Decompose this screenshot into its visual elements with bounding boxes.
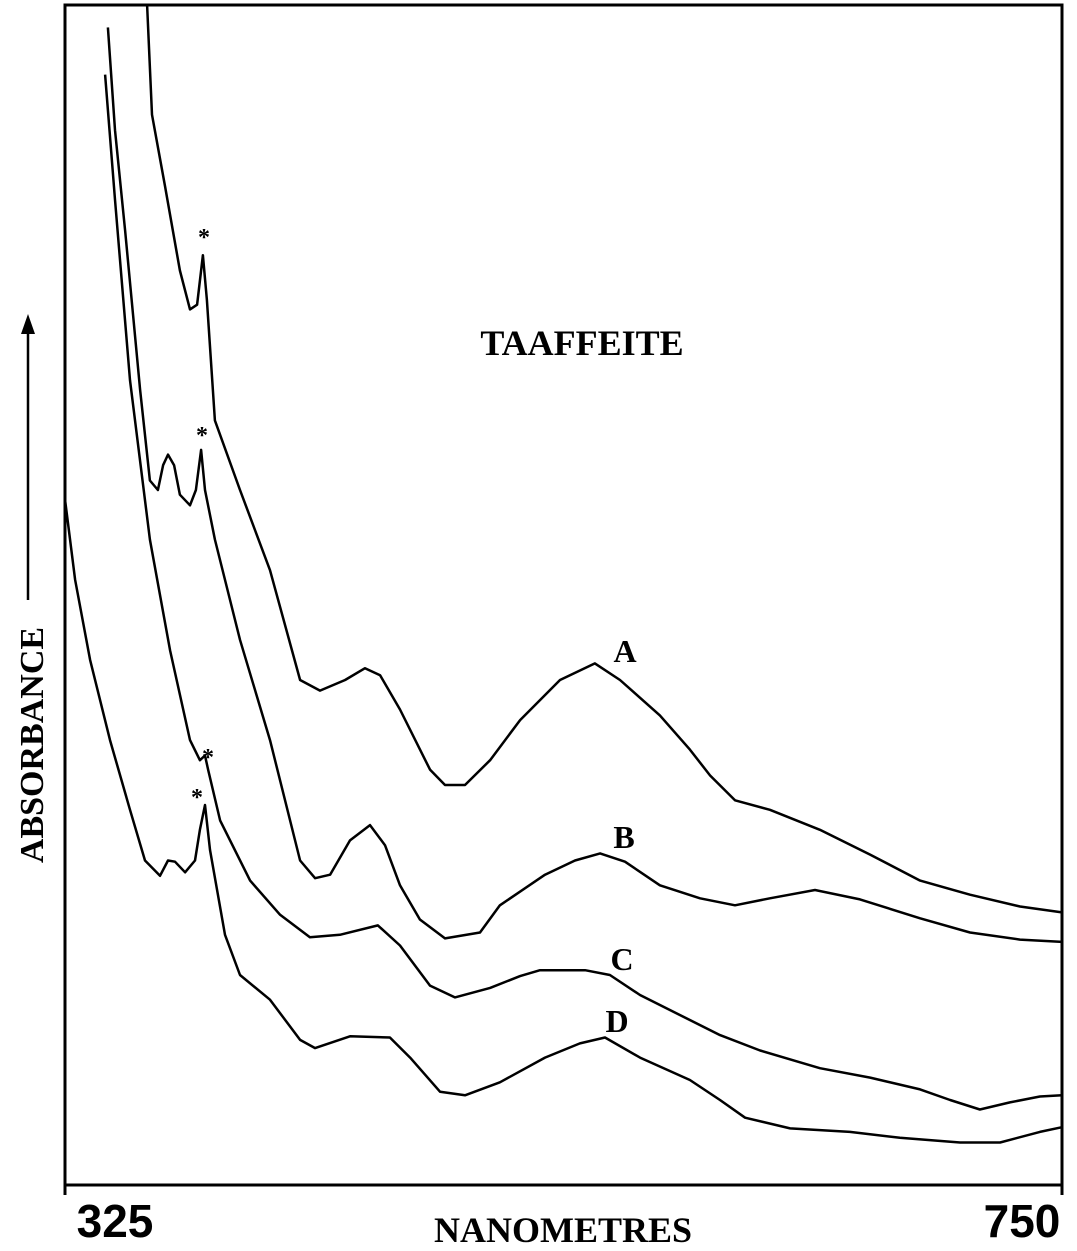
spectrum-line bbox=[145, 4, 1063, 914]
y-arrow-head bbox=[21, 314, 35, 334]
spectrum-line bbox=[106, 27, 1063, 944]
peak-asterisk: * bbox=[202, 745, 214, 771]
y-axis-label: ABSORBANCE bbox=[14, 627, 51, 863]
x-axis-label: NANOMETRES bbox=[434, 1210, 692, 1250]
spectrum-line bbox=[63, 499, 1063, 1144]
series-label: D bbox=[605, 1003, 628, 1039]
peak-asterisk: * bbox=[196, 423, 208, 449]
plot-frame bbox=[63, 3, 1064, 1187]
x-tick-label: 750 bbox=[984, 1195, 1061, 1247]
peak-asterisk: * bbox=[198, 225, 210, 251]
spectrum-line bbox=[103, 74, 1063, 1111]
chart-title: TAAFFEITE bbox=[480, 323, 683, 363]
series-label: C bbox=[610, 941, 633, 977]
peak-asterisk: * bbox=[191, 785, 203, 811]
series-label: A bbox=[613, 633, 636, 669]
series-label: B bbox=[613, 819, 634, 855]
x-tick-label: 325 bbox=[77, 1195, 154, 1247]
